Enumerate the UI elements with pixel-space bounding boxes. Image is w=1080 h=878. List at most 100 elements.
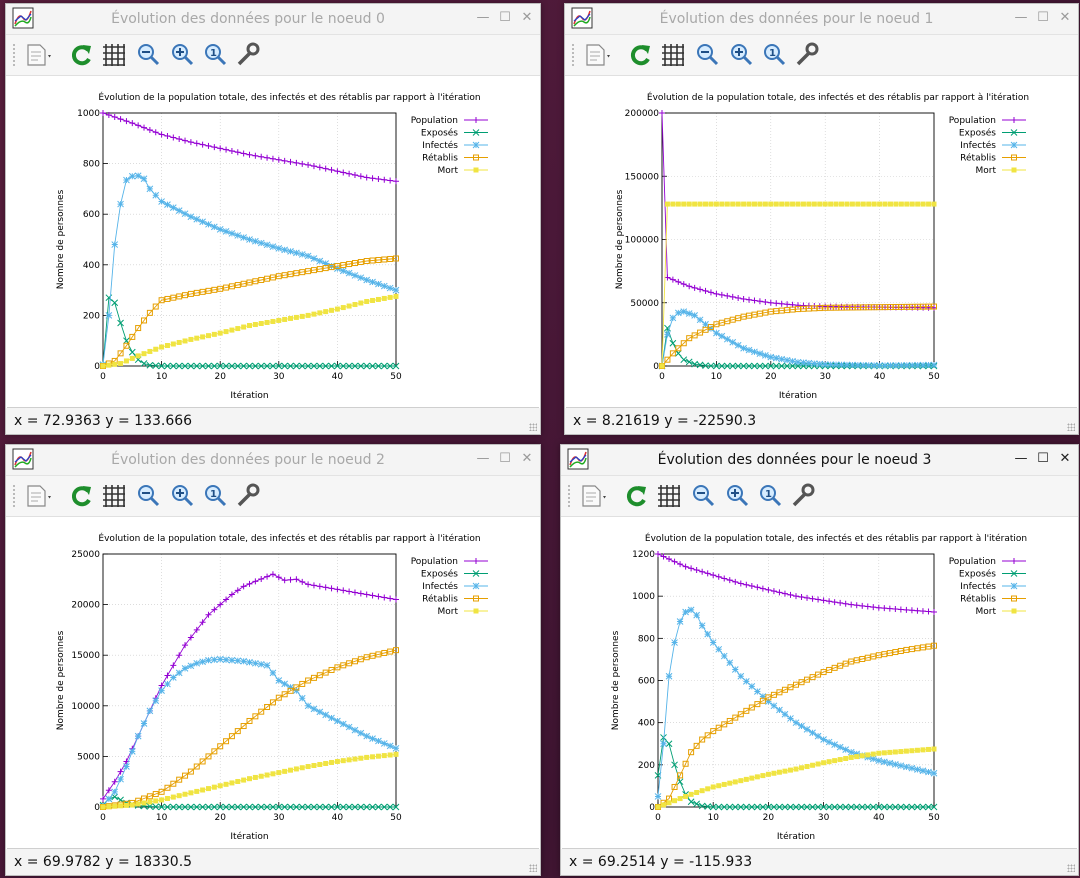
x-tick-label: 50 [928,813,940,823]
data-point [135,325,142,332]
data-point [269,362,277,370]
data-point [234,362,242,370]
reload-icon[interactable] [625,40,655,70]
grid-icon[interactable] [659,40,689,70]
grid-icon[interactable] [100,481,130,511]
settings-icon[interactable] [233,481,263,511]
data-point [767,353,775,361]
close-icon[interactable]: ✕ [521,451,533,466]
x-tick-label: 0 [655,813,661,823]
toolbar-grip[interactable] [567,484,571,508]
maximize-icon[interactable]: ☐ [499,451,511,466]
reload-icon[interactable] [66,481,96,511]
data-point [897,647,904,654]
chart-title: Évolution de la population totale, des i… [647,91,1029,103]
reload-icon[interactable] [66,40,96,70]
resize-grip[interactable] [529,864,537,872]
minimize-icon[interactable]: — [476,451,490,466]
data-point [316,362,324,370]
zoom-in-icon[interactable] [726,40,756,70]
plot-area[interactable]: Évolution de la population totale, des i… [7,76,539,408]
window-titlebar[interactable]: Évolution des données pour le noeud 2 — ☐ ✕ [6,445,540,476]
export-icon[interactable] [581,40,611,70]
window-title: Évolution des données pour le noeud 0 [111,11,385,27]
coordinate-status: x = 69.9782 y = 18330.5 [6,849,540,875]
maximize-icon[interactable]: ☐ [1037,451,1049,466]
toolbar-grip[interactable] [12,484,16,508]
data-point [363,174,370,181]
maximize-icon[interactable]: ☐ [499,10,511,25]
data-point [187,768,194,775]
window-titlebar[interactable]: Évolution des données pour le noeud 1 — ☐ ✕ [565,4,1078,35]
close-icon[interactable]: ✕ [1059,451,1071,466]
data-point [686,283,693,290]
data-point [772,354,780,362]
settings-icon[interactable] [788,481,818,511]
data-point [903,646,910,653]
data-point [387,255,394,262]
zoom-reset-icon[interactable]: 1 [759,40,789,70]
data-point [117,116,124,123]
zoom-reset-icon[interactable]: 1 [200,481,230,511]
export-icon[interactable] [22,40,52,70]
y-tick-label: 200000 [625,109,660,119]
toolbar-grip[interactable] [571,43,575,67]
data-point [240,362,247,370]
x-tick-label: 30 [818,813,830,823]
zoom-out-icon[interactable] [133,481,163,511]
close-icon[interactable]: ✕ [1059,10,1071,25]
x-tick-label: 50 [390,813,402,823]
data-point [293,362,300,370]
data-point [381,753,387,759]
plot-area[interactable]: Évolution de la population totale, des i… [7,517,539,849]
data-point [169,362,177,370]
grid-icon[interactable] [100,40,130,70]
window-titlebar[interactable]: Évolution des données pour le noeud 0 — ☐ ✕ [6,4,540,35]
data-point [105,112,112,119]
reload-icon[interactable] [621,481,651,511]
plot-area[interactable]: Évolution de la population totale, des i… [562,517,1077,849]
resize-grip[interactable] [1067,864,1075,872]
zoom-in-icon[interactable] [167,481,197,511]
data-point [193,626,200,633]
resize-grip[interactable] [1067,423,1075,431]
grid-icon[interactable] [655,481,685,511]
data-point [228,591,235,598]
data-point [170,662,177,669]
data-point [146,126,153,133]
minimize-icon[interactable]: — [1014,10,1028,25]
window-titlebar[interactable]: Évolution des données pour le noeud 3 — ☐ ✕ [561,445,1078,476]
data-point [713,362,720,370]
data-point [787,767,793,773]
minimize-icon[interactable]: — [476,10,490,25]
data-point [158,788,165,795]
plot-area[interactable]: Évolution de la population totale, des i… [566,76,1077,408]
export-icon[interactable] [22,481,52,511]
data-point [759,585,766,592]
zoom-out-icon[interactable] [133,40,163,70]
chart-title: Évolution de la population totale, des i… [98,532,480,544]
settings-icon[interactable] [233,40,263,70]
settings-icon[interactable] [792,40,822,70]
toolbar-grip[interactable] [12,43,16,67]
maximize-icon[interactable]: ☐ [1037,10,1049,25]
data-point [234,232,242,239]
data-point [228,733,235,740]
zoom-in-icon[interactable] [722,481,752,511]
zoom-in-icon[interactable] [167,40,197,70]
minimize-icon[interactable]: — [1014,451,1028,466]
zoom-reset-icon[interactable]: 1 [200,40,230,70]
resize-grip[interactable] [529,423,537,431]
y-tick-label: 0 [94,803,100,813]
zoom-reset-icon[interactable]: 1 [755,481,785,511]
data-point [322,711,330,719]
zoom-out-icon[interactable] [692,40,722,70]
svg-text:1: 1 [210,48,217,59]
zoom-out-icon[interactable] [688,481,718,511]
export-icon[interactable] [577,481,607,511]
data-point [158,803,165,811]
close-icon[interactable]: ✕ [521,10,533,25]
data-point [269,669,277,677]
data-point [170,780,177,787]
data-point [782,768,788,774]
